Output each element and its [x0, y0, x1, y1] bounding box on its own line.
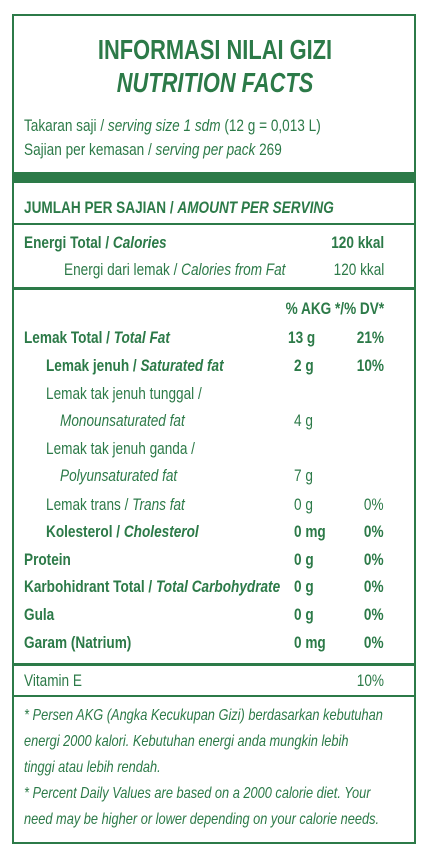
footnote: tinggi atau lebih rendah. — [24, 759, 161, 776]
nutrient-label: Monounsaturated fat — [60, 411, 185, 430]
nutrient-label: Polyunsaturated fat — [60, 466, 178, 485]
dv-header: % AKG */% DV* — [285, 299, 385, 318]
nutrient-label: Lemak jenuh / Saturated fat — [46, 356, 224, 376]
english-text: Calories — [112, 233, 167, 252]
nutrient-amount: 4 g — [294, 411, 313, 430]
rule — [14, 287, 416, 290]
nutrient-label: Gula — [24, 605, 54, 625]
english-text: AMOUNT PER SERVING — [177, 198, 334, 217]
nutrient-dv: 0% — [364, 495, 384, 514]
nutrient-label: Lemak tak jenuh ganda / — [46, 439, 195, 458]
nutrient-label: Lemak tak jenuh tunggal / — [46, 384, 202, 403]
indonesian-text: 269 — [255, 140, 282, 159]
indonesian-text: Takaran saji / — [24, 116, 108, 135]
nutrient-label: Karbohidrant Total / Total Carbohydrate — [24, 577, 280, 597]
english-text: Saturated fat — [140, 356, 224, 375]
indonesian-text: JUMLAH PER SAJIAN / — [24, 198, 178, 217]
label-border — [12, 14, 416, 844]
english-text: Trans fat — [132, 495, 185, 514]
english-text: Cholesterol — [123, 522, 199, 541]
nutrient-dv: 0% — [364, 605, 384, 624]
energy-amount: 120 kkal — [331, 233, 384, 252]
nutrient-amount: 2 g — [294, 356, 314, 375]
nutrient-amount: 0 g — [294, 577, 314, 596]
thick-rule — [14, 172, 416, 183]
serving-per-pack: Sajian per kemasan / serving per pack 26… — [24, 140, 282, 160]
english-text: Total Carbohydrate — [155, 577, 281, 596]
english-text: Calories from Fat — [181, 260, 286, 279]
nutrient-label: Protein — [24, 550, 71, 570]
nutrient-amount: 7 g — [294, 466, 313, 485]
indonesian-text: Karbohidrant Total / — [24, 577, 156, 596]
nutrient-amount: 0 mg — [294, 633, 326, 652]
nutrient-amount: 0 g — [294, 605, 314, 624]
indonesian-text: Sajian per kemasan / — [24, 140, 156, 159]
nutrient-dv: 0% — [364, 577, 384, 596]
nutrient-dv: 21% — [356, 328, 384, 347]
nutrient-amount: 13 g — [288, 328, 316, 347]
nutrient-dv: 0% — [364, 550, 384, 569]
nutrient-label: Lemak Total / Total Fat — [24, 328, 170, 348]
energy-fat-label: Energi dari lemak / Calories from Fat — [64, 260, 285, 280]
nutrient-amount: 0 g — [294, 550, 314, 569]
indonesian-text: Energi dari lemak / — [64, 260, 182, 279]
title: INFORMASI NILAI GIZI — [97, 34, 333, 65]
rule — [14, 695, 416, 697]
rule — [14, 223, 416, 225]
energy-fat-amount: 120 kkal — [333, 260, 384, 279]
footnote: * Persen AKG (Angka Kecukupan Gizi) berd… — [24, 707, 383, 724]
nutrient-dv: 10% — [356, 356, 384, 375]
english-text: serving size 1 sdm — [107, 116, 221, 135]
indonesian-text: (12 g = 0,013 L) — [220, 116, 321, 135]
indonesian-text: Garam (Natrium) — [24, 633, 132, 652]
nutrient-label: Garam (Natrium) — [24, 633, 131, 653]
energy-label: Energi Total / Calories — [24, 233, 167, 253]
subtitle: NUTRITION FACTS — [116, 67, 314, 98]
vitamin-label: Vitamin E — [24, 671, 82, 690]
indonesian-text: Lemak trans / — [46, 495, 133, 514]
nutrient-dv: 0% — [364, 522, 384, 541]
indonesian-text: Gula — [24, 605, 55, 624]
serving-size: Takaran saji / serving size 1 sdm (12 g … — [24, 116, 321, 136]
nutrient-amount: 0 g — [294, 495, 313, 514]
nutrient-label: Kolesterol / Cholesterol — [46, 522, 199, 542]
nutrient-amount: 0 mg — [294, 522, 326, 541]
english-text: serving per pack — [155, 140, 256, 159]
rule — [14, 663, 416, 666]
amount-header: JUMLAH PER SAJIAN / AMOUNT PER SERVING — [24, 198, 334, 218]
nutrient-label: Lemak trans / Trans fat — [46, 495, 185, 515]
indonesian-text: Lemak Total / — [24, 328, 114, 347]
footnote: need may be higher or lower depending on… — [24, 811, 380, 828]
indonesian-text: Lemak jenuh / — [46, 356, 141, 375]
footnote: * Percent Daily Values are based on a 20… — [24, 785, 371, 802]
indonesian-text: Kolesterol / — [46, 522, 124, 541]
english-text: Total Fat — [113, 328, 170, 347]
indonesian-text: Protein — [24, 550, 71, 569]
vitamin-dv: 10% — [356, 671, 384, 690]
indonesian-text: Energi Total / — [24, 233, 113, 252]
footnote: energi 2000 kalori. Kebutuhan energi and… — [24, 733, 349, 750]
nutrient-dv: 0% — [364, 633, 384, 652]
